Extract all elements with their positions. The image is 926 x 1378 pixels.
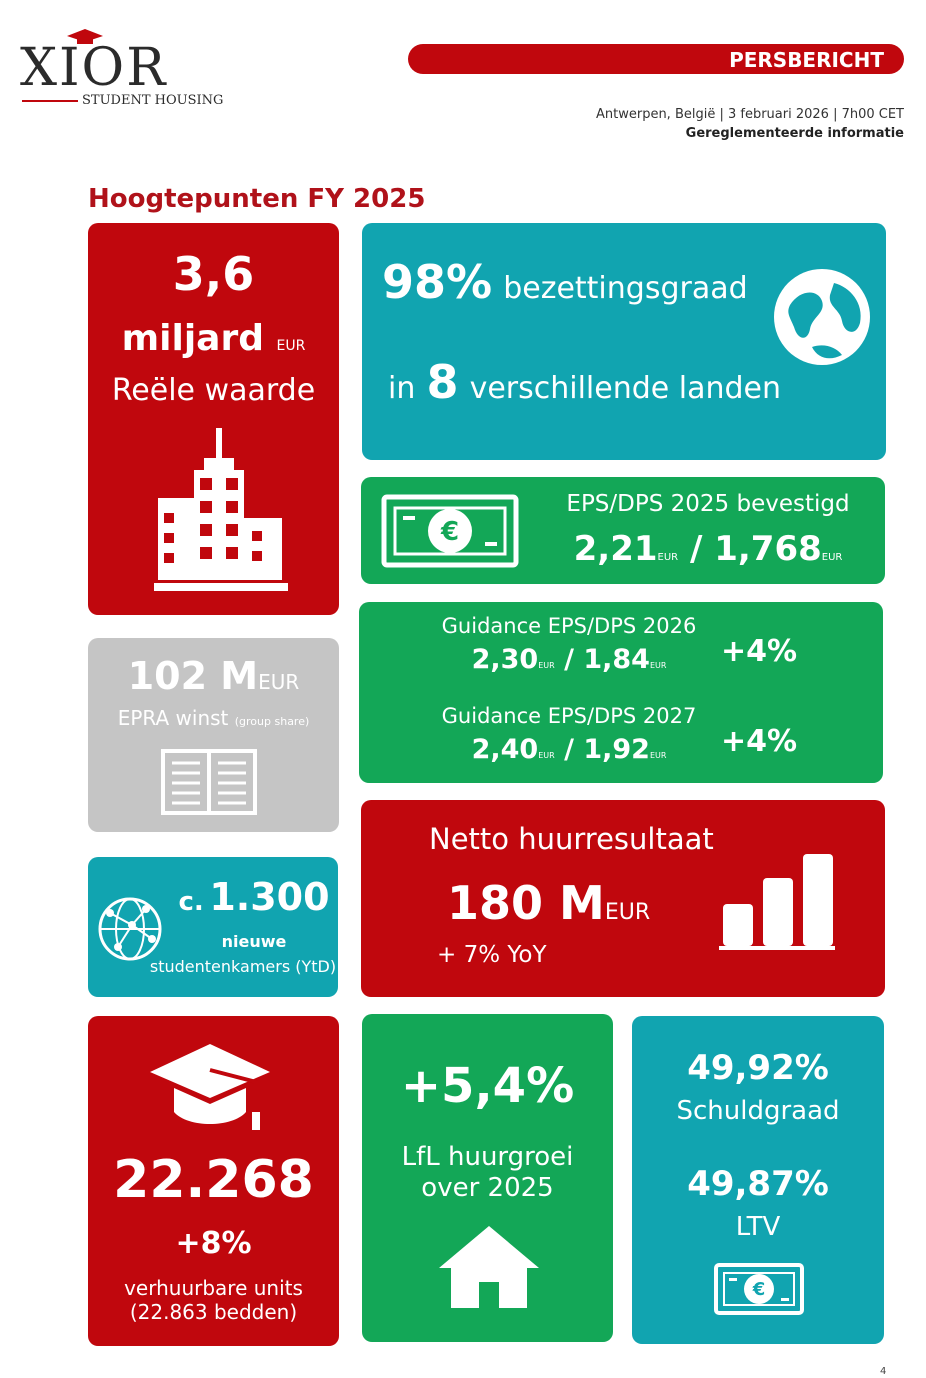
occupancy-percent: 98%: [382, 255, 493, 309]
guidance-2026-eps: 2,30: [471, 644, 539, 675]
guidance-2027-values: 2,40EUR / 1,92EUR: [409, 734, 729, 765]
graduation-cap-icon: [150, 1044, 270, 1130]
occupancy-label: bezettingsgraad: [503, 271, 748, 306]
place-date: Antwerpen, België | 3 februari 2026 | 7h…: [595, 107, 904, 122]
banknote-icon: €: [381, 494, 519, 568]
press-release-badge: [408, 44, 904, 74]
epra-value: 102 M: [127, 654, 259, 698]
ltv-value: 49,87%: [687, 1164, 829, 1204]
guidance-2026-dps: 1,84: [583, 644, 650, 675]
lfl-line1: LfL huurgroei: [401, 1142, 574, 1172]
rental-result-title: Netto huurresultaat: [429, 822, 714, 856]
new-rooms-prefix: c.: [178, 887, 204, 917]
debt-tile: 49,92% Schuldgraad 49,87% LTV €: [632, 1016, 884, 1344]
lfl-line2: over 2025: [421, 1173, 554, 1203]
countries-suffix: verschillende landen: [469, 371, 782, 406]
units-value: 22.268: [113, 1150, 314, 1210]
dps-currency: EUR: [821, 552, 843, 563]
guidance-2027-separator: /: [564, 734, 574, 765]
occupancy-tile: 98% bezettingsgraad in 8 verschillende l…: [362, 223, 886, 460]
epra-label: EPRA winst: [117, 706, 229, 730]
epra-label-line: EPRA winst (group share): [88, 706, 339, 730]
guidance-2026-title: Guidance EPS/DPS 2026: [441, 614, 697, 638]
units-line2: (22.863 bedden): [129, 1300, 298, 1324]
guidance-2027-dps: 1,92: [583, 734, 650, 765]
guidance-2026-growth: +4%: [720, 634, 798, 669]
eps-dps-values: 2,21EUR / 1,768EUR: [531, 529, 885, 569]
fair-value-label: Reële waarde: [111, 373, 316, 408]
globe-icon: [774, 269, 870, 365]
bar-chart-icon: [719, 854, 835, 950]
lfl-tile: +5,4% LfL huurgroei over 2025: [362, 1014, 613, 1342]
countries-line: in 8 verschillende landen: [388, 355, 781, 409]
fair-value-unit-line: miljard EUR: [88, 318, 339, 359]
fair-value-unit: miljard: [121, 318, 264, 359]
logo-wordmark: XIOR: [20, 38, 168, 98]
rental-result-value-line: 180 MEUR: [447, 876, 650, 930]
page-number: 4: [880, 1366, 887, 1377]
eps-dps-separator: /: [689, 529, 703, 569]
dps-value: 1,768: [714, 529, 822, 569]
guidance-2026-eps-currency: EUR: [538, 661, 555, 670]
guidance-2026-separator: /: [564, 644, 574, 675]
rental-result-change: + 7% YoY: [437, 942, 547, 968]
fair-value-tile: 3,6 miljard EUR Reële waarde: [88, 223, 339, 615]
eps-value: 2,21: [573, 529, 658, 569]
units-line1: verhuurbare units: [124, 1276, 303, 1300]
press-release-label: PERSBERICHT: [729, 48, 884, 72]
countries-count: 8: [426, 355, 459, 409]
lfl-value: +5,4%: [400, 1058, 575, 1114]
epra-label-small: (group share): [234, 715, 310, 728]
svg-text:€: €: [440, 517, 459, 547]
logo-divider: [22, 100, 78, 102]
new-rooms-value-line: c. 1.300: [170, 875, 338, 919]
logo-subtitle: STUDENT HOUSING: [82, 93, 224, 108]
guidance-2027-growth: +4%: [720, 724, 798, 759]
fair-value-currency: EUR: [276, 338, 306, 354]
guidance-2027-dps-currency: EUR: [649, 751, 667, 760]
fair-value-number: 3,6: [172, 247, 255, 301]
epra-value-line: 102 MEUR: [88, 654, 339, 698]
guidance-2026-dps-currency: EUR: [649, 661, 667, 670]
house-icon: [439, 1226, 539, 1308]
guidance-2026-values: 2,30EUR / 1,84EUR: [409, 644, 729, 675]
svg-text:€: €: [752, 1279, 766, 1300]
guidance-tile: Guidance EPS/DPS 2026 2,30EUR / 1,84EUR …: [359, 602, 883, 783]
eps-dps-tile: € EPS/DPS 2025 bevestigd 2,21EUR / 1,768…: [361, 477, 885, 584]
eps-currency: EUR: [657, 552, 679, 563]
guidance-2027-eps-currency: EUR: [538, 751, 555, 760]
debt-ratio-value: 49,92%: [687, 1048, 829, 1088]
rental-result-currency: EUR: [604, 900, 651, 925]
new-rooms-tile: c. 1.300 nieuwe studentenkamers (YtD): [88, 857, 338, 997]
banknote-icon: €: [714, 1263, 804, 1315]
units-tile: 22.268 +8% verhuurbare units (22.863 bed…: [88, 1016, 339, 1346]
regulated-info: Gereglementeerde informatie: [685, 126, 904, 141]
ltv-label: LTV: [735, 1212, 781, 1242]
units-change: +8%: [175, 1226, 252, 1261]
rental-result-tile: Netto huurresultaat 180 MEUR + 7% YoY: [361, 800, 885, 997]
new-rooms-line1: nieuwe: [221, 932, 287, 951]
guidance-2027-title: Guidance EPS/DPS 2027: [441, 704, 697, 728]
guidance-2027-eps: 2,40: [471, 734, 539, 765]
page-title: Hoogtepunten FY 2025: [88, 184, 426, 214]
book-icon: [161, 749, 257, 815]
countries-prefix: in: [388, 371, 416, 406]
network-globe-icon: [98, 897, 162, 961]
occupancy-line: 98% bezettingsgraad: [382, 255, 748, 309]
mortarboard-logo-icon: [67, 29, 103, 44]
new-rooms-value: 1.300: [209, 875, 330, 919]
rental-result-value: 180 M: [447, 876, 605, 930]
buildings-icon: [154, 428, 288, 591]
epra-tile: 102 MEUR EPRA winst (group share): [88, 638, 339, 832]
new-rooms-line2: studentenkamers (YtD): [149, 957, 337, 976]
eps-dps-title: EPS/DPS 2025 bevestigd: [566, 491, 850, 517]
debt-ratio-label: Schuldgraad: [676, 1096, 840, 1126]
epra-currency: EUR: [258, 670, 300, 694]
